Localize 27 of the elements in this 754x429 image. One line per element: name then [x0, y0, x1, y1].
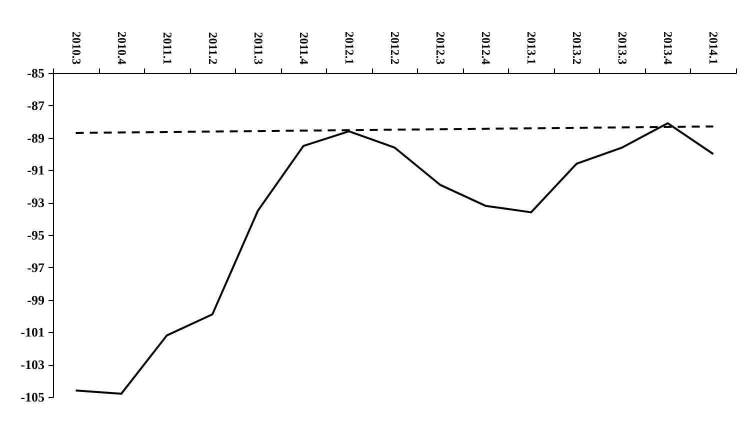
- y-tick-label: -89: [27, 130, 45, 146]
- x-tick-label: 2011.3: [251, 32, 266, 64]
- y-tick-label: -103: [20, 357, 45, 372]
- x-tick-label: 2010.4: [114, 32, 129, 64]
- y-tick-label: -93: [27, 195, 45, 210]
- x-tick-label: 2012.2: [388, 32, 402, 64]
- x-tick-label: 2013.1: [524, 32, 539, 64]
- y-tick-label: -95: [27, 228, 45, 242]
- y-tick-label: -91: [27, 162, 44, 178]
- x-tick-label: 2014.1: [706, 32, 721, 64]
- x-tick-label: 2011.4: [296, 32, 311, 64]
- y-tick-label: -101: [20, 324, 44, 340]
- x-tick-label: 2012.1: [342, 32, 356, 64]
- y-tick-label: -97: [27, 260, 45, 275]
- x-tick-label: 2011.1: [160, 32, 174, 64]
- x-tick-label: 2013.2: [570, 32, 584, 64]
- y-tick-label: -87: [27, 98, 45, 113]
- y-tick-label: -99: [27, 292, 45, 308]
- y-tick-label: -85: [27, 66, 45, 80]
- x-tick-label: 2010.3: [69, 32, 84, 64]
- x-tick-label: 2013.4: [661, 32, 676, 64]
- x-tick-label: 2012.3: [434, 32, 448, 64]
- y-tick-label: -105: [20, 390, 45, 404]
- x-tick-label: 2012.4: [479, 32, 494, 64]
- line-series: [74, 122, 714, 395]
- x-tick-label: 2013.3: [616, 32, 630, 64]
- x-tick-label: 2011.2: [206, 32, 220, 64]
